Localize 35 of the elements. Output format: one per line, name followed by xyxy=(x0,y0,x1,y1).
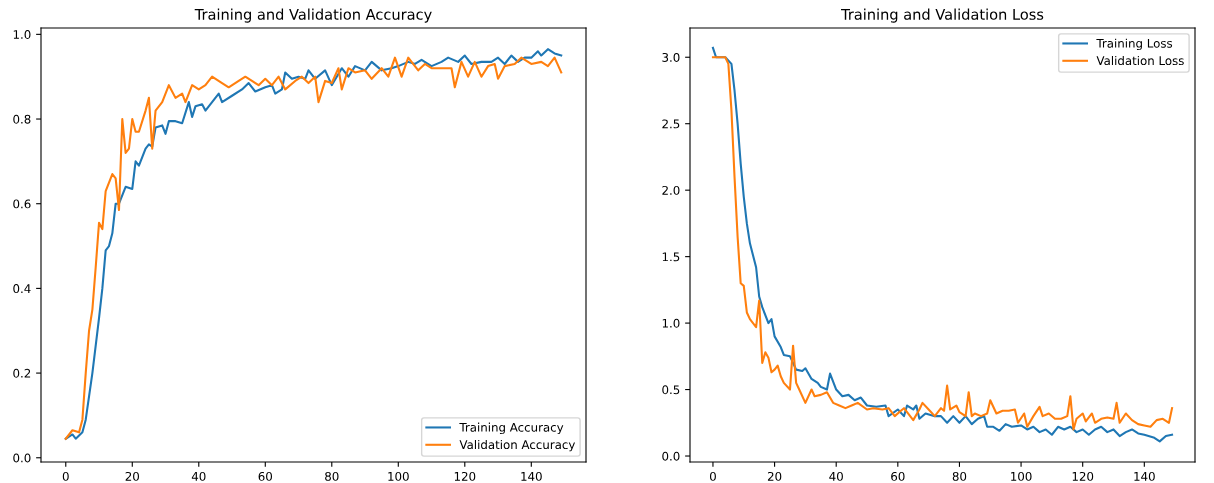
x-tick-label: 100 xyxy=(388,471,409,481)
x-tick-label: 0 xyxy=(62,471,69,481)
x-tick-label: 40 xyxy=(829,471,843,481)
y-tick-label: 1.0 xyxy=(13,30,31,39)
y-tick-label: 0.0 xyxy=(662,451,680,461)
y-tick-label: 0.2 xyxy=(13,368,31,378)
x-tick-label: 80 xyxy=(325,471,339,481)
x-tick-label: 0 xyxy=(709,471,716,481)
y-tick-label: 0.6 xyxy=(13,199,31,209)
y-tick-label: 1.0 xyxy=(662,318,680,328)
y-tick-label: 0.0 xyxy=(13,453,31,463)
legend-label: Training Loss xyxy=(1096,38,1173,51)
chart-title: Training and Validation Accuracy xyxy=(194,8,432,23)
y-tick-label: 0.4 xyxy=(13,284,31,294)
x-tick-label: 120 xyxy=(1072,471,1094,481)
x-tick-label: 20 xyxy=(767,471,782,481)
x-tick-label: 80 xyxy=(952,471,967,481)
y-tick-label: 0.5 xyxy=(662,385,680,395)
y-tick-label: 2.5 xyxy=(662,119,680,129)
chart-title: Training and Validation Loss xyxy=(841,8,1044,23)
x-tick-label: 140 xyxy=(521,471,542,481)
x-tick-label: 140 xyxy=(1134,471,1155,481)
legend-label: Validation Loss xyxy=(1096,55,1184,66)
y-tick-label: 0.8 xyxy=(13,114,31,124)
x-tick-label: 60 xyxy=(258,471,273,481)
y-tick-label: 1.5 xyxy=(662,252,680,262)
x-tick-label: 20 xyxy=(125,471,139,481)
x-tick-label: 40 xyxy=(191,471,206,481)
x-tick-label: 100 xyxy=(1011,471,1032,481)
y-tick-label: 3.0 xyxy=(662,52,680,62)
legend-label: Training Accuracy xyxy=(459,422,564,435)
legend-label: Validation Accuracy xyxy=(459,439,576,452)
y-tick-label: 2.0 xyxy=(662,185,680,195)
x-tick-label: 120 xyxy=(454,471,476,481)
x-tick-label: 60 xyxy=(891,471,905,481)
